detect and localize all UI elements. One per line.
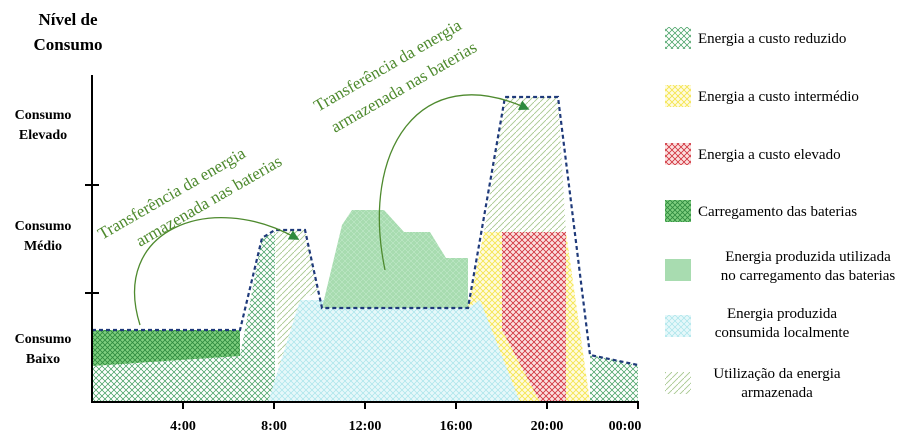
local-consumption-area xyxy=(268,300,522,402)
transfer-arrow xyxy=(378,94,530,271)
legend-label: Energia produzida xyxy=(727,306,837,322)
x-tick-label: 4:00 xyxy=(170,419,196,434)
axes xyxy=(85,75,639,409)
y-axis-title: Nível de xyxy=(38,10,97,29)
y-level-label: Consumo xyxy=(15,332,72,347)
legend-label: Energia a custo elevado xyxy=(698,147,841,163)
legend-label: no carregamento das baterias xyxy=(721,268,896,284)
arrows xyxy=(133,94,530,326)
x-labels: 4:00 8:00 12:00 16:00 20:00 00:00 xyxy=(170,419,641,434)
y-axis-title: Consumo xyxy=(34,35,103,54)
legend-label: Energia a custo intermédio xyxy=(698,89,859,105)
x-tick-label: 00:00 xyxy=(609,419,642,434)
x-tick-label: 16:00 xyxy=(440,419,473,434)
y-level-label: Consumo xyxy=(15,108,72,123)
legend-swatch xyxy=(665,315,691,337)
legend-swatch xyxy=(665,200,691,222)
low-cost-area xyxy=(92,232,275,402)
legend-label: Energia produzida utilizada xyxy=(725,249,891,265)
legend-label: Energia a custo reduzido xyxy=(698,31,846,47)
x-tick-label: 20:00 xyxy=(531,419,564,434)
y-level-label: Baixo xyxy=(26,352,60,367)
transfer-arrow xyxy=(133,217,300,326)
y-labels: Nível de Consumo Consumo Elevado Consumo… xyxy=(15,10,103,367)
legend-swatch xyxy=(665,372,691,394)
high-cost-area xyxy=(502,232,566,402)
y-level-label: Elevado xyxy=(19,128,67,143)
legend-label: consumida localmente xyxy=(715,325,850,341)
low-cost-area xyxy=(590,355,638,402)
annotations: Transferência da energia armazenada nas … xyxy=(95,15,481,250)
stored-usage-area xyxy=(275,230,318,370)
legend-label: Carregamento das baterias xyxy=(698,204,857,220)
battery-charging-area xyxy=(92,330,240,366)
x-tick-label: 8:00 xyxy=(261,419,287,434)
stored-usage-area xyxy=(484,97,566,232)
legend-swatch xyxy=(665,27,691,49)
consumption-line xyxy=(92,95,639,367)
y-level-label: Consumo xyxy=(15,219,72,234)
x-tick-label: 12:00 xyxy=(349,419,382,434)
legend-swatch xyxy=(665,259,691,281)
legend-swatch xyxy=(665,143,691,165)
legend: Energia a custo reduzido Energia a custo… xyxy=(665,27,895,401)
produced-charging-area xyxy=(322,210,468,308)
legend-swatch xyxy=(665,85,691,107)
legend-label: armazenada xyxy=(741,385,813,401)
areas xyxy=(92,95,639,402)
legend-label: Utilização da energia xyxy=(713,366,840,382)
y-level-label: Médio xyxy=(24,239,62,254)
